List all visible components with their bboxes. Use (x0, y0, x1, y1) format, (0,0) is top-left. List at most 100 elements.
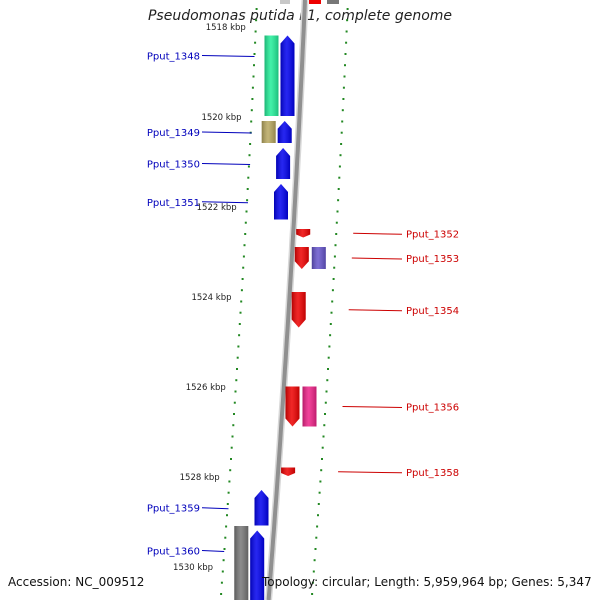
scale-label: 1526 kbp (186, 383, 226, 393)
gene-leader-line (348, 309, 403, 312)
tick-right (336, 210, 339, 213)
genome-backbone (265, 0, 309, 600)
scale-label: 1518 kbp (206, 23, 246, 33)
tick-left (240, 300, 243, 303)
tick-right (313, 559, 316, 562)
tick-left (240, 289, 243, 292)
tick-right (321, 458, 323, 460)
tick-left (249, 143, 252, 145)
tick-right (333, 255, 336, 258)
tick-left (253, 64, 255, 67)
tick-right (333, 266, 336, 269)
tick-left (239, 311, 242, 314)
accession-text: Accession: NC_009512 (8, 575, 145, 589)
cds-feature-partial (280, 0, 290, 4)
tick-right (320, 469, 323, 472)
tick-left (222, 559, 225, 562)
tick-right (338, 165, 341, 168)
tick-left (236, 356, 239, 359)
scale-label: 1528 kbp (180, 473, 220, 483)
gene-label: Pput_1351 (147, 198, 200, 209)
feature-track (234, 0, 339, 600)
gene-label: Pput_1356 (406, 403, 459, 414)
tick-left (220, 581, 223, 584)
gene-label: Pput_1353 (406, 254, 459, 265)
scale-ticks (220, 8, 349, 595)
tick-right (342, 98, 345, 100)
scale-label: 1522 kbp (197, 203, 237, 213)
tick-right (337, 199, 340, 202)
tick-left (246, 188, 249, 190)
gene-arrow-shade (296, 229, 311, 238)
tick-right (321, 446, 324, 449)
tick-right (339, 154, 342, 157)
tick-right (312, 570, 315, 573)
tick-left (233, 401, 236, 404)
tick-right (319, 480, 322, 483)
tick-left (246, 199, 249, 202)
tick-left (231, 435, 234, 438)
tick-right (327, 356, 330, 359)
gene-arrow-partial (309, 0, 321, 4)
tick-left (244, 233, 247, 235)
gene-label: Pput_1348 (147, 52, 200, 63)
tick-right (330, 311, 333, 314)
gene-leader-line (353, 232, 403, 235)
cds-feature-shade (261, 121, 276, 143)
tick-left (232, 424, 235, 427)
tick-right (334, 244, 337, 247)
gene-labels: Pput_1348 Pput_1349 Pput_1350 Pput_1351 Pput… (147, 52, 459, 558)
tick-right (346, 19, 349, 22)
tick-right (337, 188, 340, 190)
tick-right (324, 401, 327, 404)
tick-left (250, 109, 253, 112)
gene-label: Pput_1350 (147, 160, 200, 171)
tick-right (328, 345, 331, 348)
gene-arrow-shade (294, 247, 309, 269)
tick-left (220, 593, 223, 595)
gene-arrow-shade (274, 184, 288, 220)
tick-left (248, 154, 251, 157)
gene-leader-line (342, 406, 403, 408)
tick-left (241, 278, 244, 280)
gene-leader-line (201, 550, 225, 552)
tick-right (325, 390, 328, 393)
gene-arrow-shade (285, 386, 300, 427)
tick-left (251, 86, 254, 89)
tick-right (331, 289, 334, 292)
cds-feature-shade (302, 386, 317, 427)
tick-left (252, 75, 255, 78)
gene-label: Pput_1354 (406, 306, 459, 317)
tick-right (341, 109, 344, 112)
tick-left (226, 514, 228, 517)
tick-left (247, 165, 250, 168)
tick-left (224, 536, 227, 539)
gene-arrow-shade (280, 35, 295, 116)
tick-left (238, 334, 241, 337)
tick-left (242, 255, 245, 258)
tick-left (233, 413, 235, 415)
tick-right (341, 120, 344, 123)
genome-summary-text: Topology: circular; Length: 5,959,964 bp… (262, 575, 592, 589)
map-title: Pseudomonas putida F1, complete genome (147, 8, 453, 24)
tick-left (255, 8, 258, 10)
tick-right (326, 379, 329, 382)
tick-right (329, 323, 332, 325)
gene-arrow-shade (276, 148, 291, 179)
tick-right (345, 30, 348, 33)
tick-right (344, 53, 347, 55)
tick-right (338, 176, 341, 179)
gene-arrow-shade (277, 121, 292, 143)
tick-left (228, 480, 231, 483)
gene-label: Pput_1349 (147, 128, 200, 139)
tick-left (247, 176, 250, 179)
gene-label: Pput_1360 (147, 547, 200, 558)
tick-right (340, 143, 343, 145)
gene-label: Pput_1358 (406, 468, 459, 479)
tick-left (244, 221, 247, 224)
tick-left (238, 323, 241, 325)
tick-right (335, 233, 338, 235)
tick-right (331, 300, 334, 303)
tick-left (254, 41, 257, 44)
